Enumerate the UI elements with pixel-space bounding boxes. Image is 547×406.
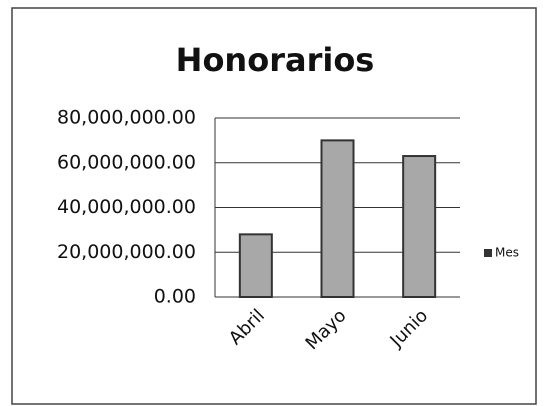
bar: [238, 233, 273, 299]
y-tick-label: 0.00: [154, 286, 196, 308]
y-tick-label: 20,000,000.00: [57, 241, 196, 263]
y-tick-label: 60,000,000.00: [57, 151, 196, 173]
y-tick-label: 40,000,000.00: [57, 196, 196, 218]
y-tick-label: 80,000,000.00: [57, 107, 196, 129]
chart-title: Honorarios: [176, 41, 375, 79]
chart-frame: [11, 7, 537, 405]
bar: [402, 155, 437, 298]
legend-swatch: [484, 249, 492, 257]
legend-label: Mes: [495, 246, 519, 260]
bar: [320, 139, 355, 298]
